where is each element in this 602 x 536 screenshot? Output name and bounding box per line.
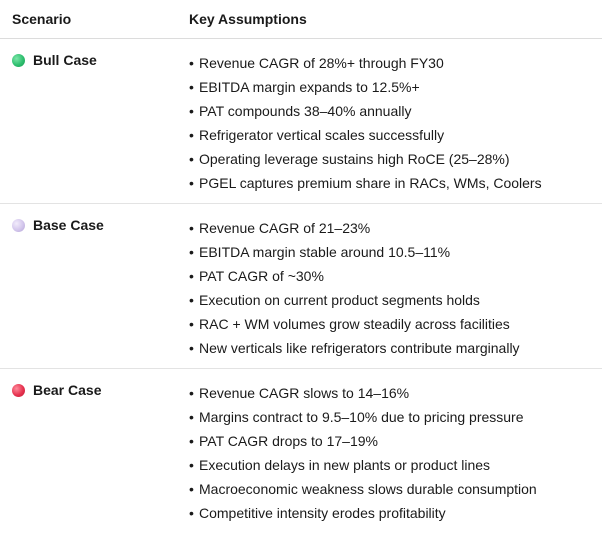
list-item: • Competitive intensity erodes profitabil… [189, 501, 602, 525]
assumptions-cell: • Revenue CAGR slows to 14–16% • Margins c… [179, 369, 602, 534]
bullet-icon: • [189, 481, 194, 497]
scenario-label: Bull Case [33, 52, 97, 68]
bullet-icon: • [189, 505, 194, 521]
list-item: • PAT CAGR of ~30% [189, 264, 602, 288]
bullet-icon: • [189, 79, 194, 95]
header-key-assumptions: Key Assumptions [189, 11, 307, 27]
assumptions-list: • Revenue CAGR of 28%+ through FY30 • EBIT… [189, 51, 602, 195]
table-row-bull-case: Bull Case • Revenue CAGR of 28%+ through … [0, 39, 602, 204]
scenario-label: Base Case [33, 217, 104, 233]
bullet-icon: • [189, 220, 194, 236]
bullet-icon: • [189, 409, 194, 425]
bullet-icon: • [189, 103, 194, 119]
table-row-base-case: Base Case • Revenue CAGR of 21–23% • EBITD… [0, 204, 602, 369]
bullet-icon: • [189, 55, 194, 71]
header-scenario: Scenario [12, 11, 72, 27]
bullet-icon: • [189, 268, 194, 284]
assumptions-list: • Revenue CAGR of 21–23% • EBITDA margin s… [189, 216, 602, 360]
bullet-icon: • [189, 385, 194, 401]
list-item: • Margins contract to 9.5–10% due to pric… [189, 405, 602, 429]
scenario-label: Bear Case [33, 382, 102, 398]
bullet-icon: • [189, 457, 194, 473]
table-row-bear-case: Bear Case • Revenue CAGR slows to 14–16% … [0, 369, 602, 534]
bullet-icon: • [189, 316, 194, 332]
purple-circle-icon [12, 218, 25, 232]
list-item: • EBITDA margin stable around 10.5–11% [189, 240, 602, 264]
list-item: • EBITDA margin expands to 12.5%+ [189, 75, 602, 99]
scenario-cell: Bear Case [0, 369, 179, 534]
bullet-icon: • [189, 151, 194, 167]
list-item: • Execution on current product segments h… [189, 288, 602, 312]
bullet-icon: • [189, 175, 194, 191]
table-header: Scenario Key Assumptions [0, 0, 602, 39]
scenario-cell: Base Case [0, 204, 179, 368]
green-circle-icon [12, 53, 25, 67]
bullet-icon: • [189, 244, 194, 260]
scenario-cell: Bull Case [0, 39, 179, 203]
bullet-icon: • [189, 292, 194, 308]
list-item: • RAC + WM volumes grow steadily across f… [189, 312, 602, 336]
list-item: • Revenue CAGR of 21–23% [189, 216, 602, 240]
list-item: • PAT compounds 38–40% annually [189, 99, 602, 123]
list-item: • Refrigerator vertical scales successful… [189, 123, 602, 147]
red-circle-icon [12, 383, 25, 397]
list-item: • Execution delays in new plants or produ… [189, 453, 602, 477]
list-item: • PGEL captures premium share in RACs, WM… [189, 171, 602, 195]
list-item: • Revenue CAGR slows to 14–16% [189, 381, 602, 405]
list-item: • Macroeconomic weakness slows durable co… [189, 477, 602, 501]
list-item: • PAT CAGR drops to 17–19% [189, 429, 602, 453]
bullet-icon: • [189, 340, 194, 356]
bullet-icon: • [189, 127, 194, 143]
assumptions-cell: • Revenue CAGR of 21–23% • EBITDA margin s… [179, 204, 602, 368]
list-item: • Operating leverage sustains high RoCE (… [189, 147, 602, 171]
assumptions-list: • Revenue CAGR slows to 14–16% • Margins c… [189, 381, 602, 525]
bullet-icon: • [189, 433, 194, 449]
list-item: • Revenue CAGR of 28%+ through FY30 [189, 51, 602, 75]
list-item: • New verticals like refrigerators contri… [189, 336, 602, 360]
assumptions-cell: • Revenue CAGR of 28%+ through FY30 • EBIT… [179, 39, 602, 203]
